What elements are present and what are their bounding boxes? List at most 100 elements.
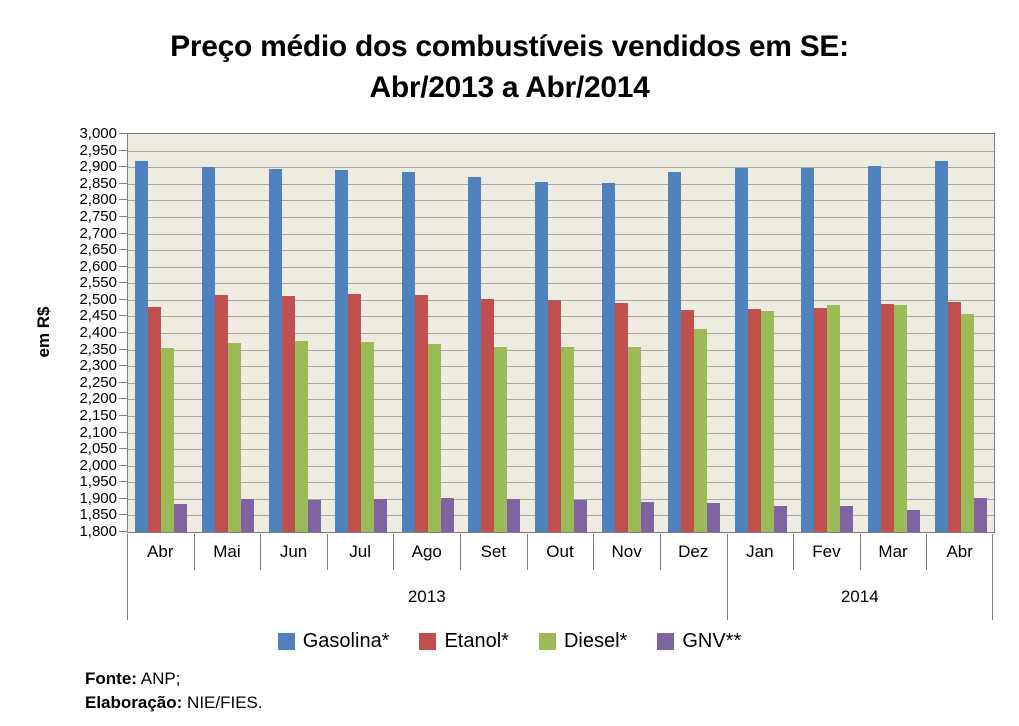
y-tick-mark-0 [119,133,127,134]
legend-item-gasolina: Gasolina* [277,630,389,653]
gridline-3 [128,183,994,185]
legend-swatch-gasolina [277,633,295,650]
x-axis-band: Abr Mai Jun Jul Ago Set Out Nov Dez Jan Fev Mar Abr 2… [127,534,995,620]
y-tick-label-2-400: 2,400 [79,324,117,341]
bar-etanol-abr-0 [148,307,162,532]
bar-group-set-5 [461,134,528,532]
y-tick-mark-17 [119,414,127,416]
x-label-abr-12: Abr [946,542,973,561]
bar-etanol-out-6 [547,299,561,532]
legend: Gasolina* Etanol* Diesel* GNV** [0,630,1019,653]
bar-diesel-fev-10 [827,305,841,532]
fonte-line: Fonte: ANP; [85,667,263,691]
gridline-11 [128,316,994,318]
bar-gnv-jun-2 [307,499,321,532]
x-separator-4 [393,534,395,570]
x-label-fev-10: Fev [812,542,841,561]
bar-group-dez-8 [661,134,728,532]
bar-gnv-jan-9 [773,505,787,532]
x-label-jan-9: Jan [746,542,774,561]
y-tick-mark-24 [119,531,127,532]
x-separator-3 [326,534,328,570]
bar-etanol-fev-10 [814,308,828,532]
gridline-5 [128,216,994,218]
bar-gasolina-abr-0 [135,161,149,532]
legend-label-diesel: Diesel* [563,630,628,652]
bar-gasolina-out-6 [534,181,548,532]
bar-group-mar-11 [861,134,928,532]
bar-diesel-ago-4 [427,344,441,532]
bar-etanol-dez-8 [681,310,695,532]
y-tick-mark-23 [119,514,127,516]
x-label-jul-3: Jul [349,542,372,561]
bar-diesel-dez-8 [694,329,708,532]
y-tick-mark-14 [119,365,127,367]
x-separator-2 [260,534,262,570]
bar-gnv-fev-10 [840,506,854,532]
elaboracao-label: Elaboração: [85,693,183,712]
y-tick-label-2-350: 2,350 [79,340,117,358]
y-tick-mark-6 [119,232,127,234]
x-separator-6 [526,534,528,570]
y-tick-mark-13 [119,348,127,350]
gridline-4 [128,200,994,202]
chart-title: Preço médio dos combustíveis vendidos em… [0,26,1019,108]
y-tick-mark-3 [119,182,127,184]
plot-area [127,133,995,533]
bar-gnv-abr-0 [174,503,188,532]
bar-diesel-jun-2 [294,340,308,532]
bar-group-fev-10 [794,134,861,532]
legend-label-gnv: GNV** [682,630,742,652]
y-tick-label-2-200: 2,200 [79,390,117,408]
y-tick-label-2-700: 2,700 [79,224,117,242]
elaboracao-value: NIE/FIES. [187,693,263,712]
y-axis-title: em R$ [34,306,53,358]
y-tick-mark-5 [119,215,127,217]
bar-gasolina-jul-3 [335,169,349,532]
bar-diesel-nov-7 [627,346,641,532]
bar-gnv-mai-1 [240,499,254,532]
x-label-nov-7: Nov [611,542,642,561]
bar-gasolina-mar-11 [868,165,882,532]
bar-gnv-dez-8 [707,503,721,532]
chart-title-line2: Abr/2013 a Abr/2014 [369,71,650,104]
legend-item-diesel: Diesel* [538,630,628,653]
y-tick-mark-1 [119,149,127,151]
x-separator-10 [793,534,795,570]
bar-etanol-abr-12 [947,301,961,532]
x-separator-11 [859,534,861,570]
y-tick-label-2-050: 2,050 [79,440,117,458]
x-label-set-5: Set [480,542,507,561]
year-label-2013: 2013 [407,587,446,606]
bar-group-abr-0 [128,134,195,532]
bar-gasolina-ago-4 [401,171,415,532]
x-label-jun-2: Jun [279,542,308,561]
bar-diesel-mai-1 [227,343,241,532]
fonte-label: Fonte: [85,669,137,688]
gridline-12 [128,333,994,334]
y-tick-mark-12 [119,332,127,333]
y-tick-label-2-100: 2,100 [79,423,117,441]
y-tick-label-2-500: 2,500 [79,290,117,308]
x-separator-7 [593,534,595,570]
gridline-9 [128,283,994,285]
y-tick-mark-8 [119,265,127,267]
y-tick-label-2-550: 2,550 [79,274,117,292]
elaboracao-line: Elaboração: NIE/FIES. [85,691,263,715]
y-tick-mark-2 [119,166,127,168]
year-separator-1 [726,534,728,620]
bar-gasolina-fev-10 [801,167,815,532]
bar-gasolina-mai-1 [201,166,215,532]
y-tick-label-1-800: 1,800 [79,523,117,540]
gridline-1 [128,150,994,152]
year-label-2014: 2014 [840,587,879,606]
x-separator-5 [460,534,462,570]
y-tick-mark-4 [119,199,127,201]
bar-gasolina-set-5 [468,177,482,532]
legend-swatch-etanol [419,633,437,650]
y-tick-label-2-600: 2,600 [79,257,117,275]
gridline-7 [128,250,994,252]
bar-etanol-mai-1 [214,295,228,532]
fonte-value: ANP; [140,669,181,688]
year-separator-2 [992,534,993,620]
